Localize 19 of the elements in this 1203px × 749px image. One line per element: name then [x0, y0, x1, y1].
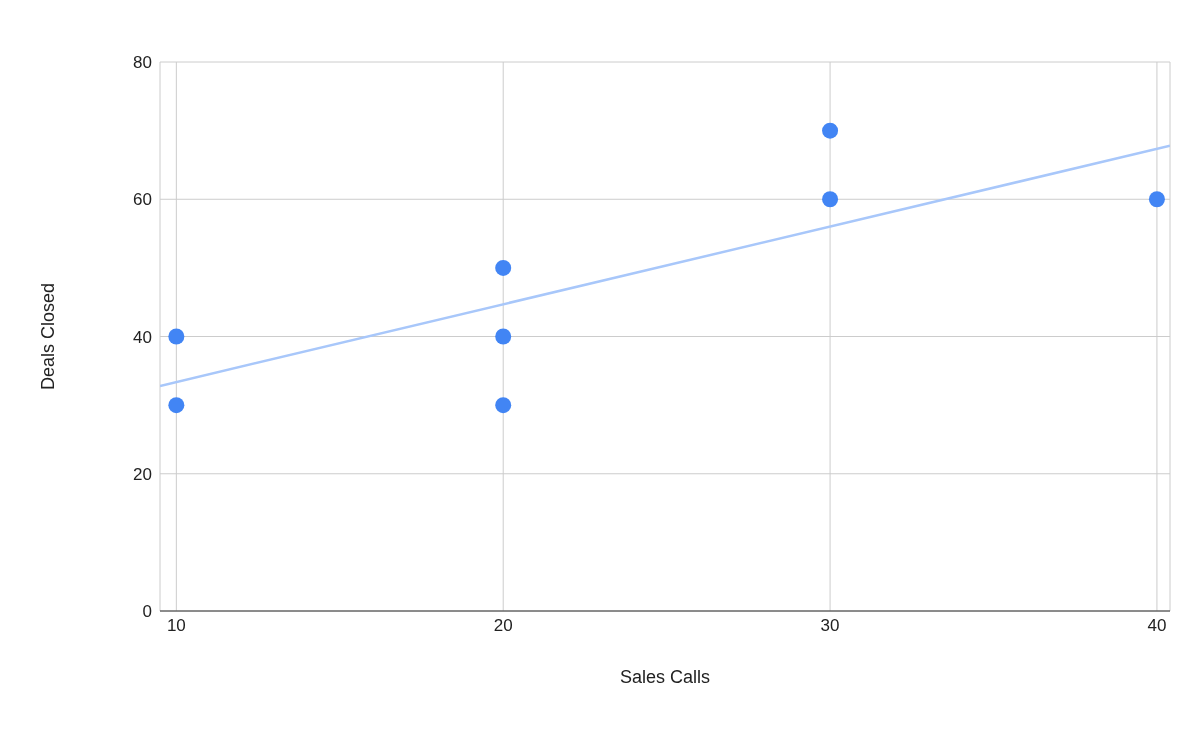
- y-tick-label: 60: [133, 190, 152, 210]
- x-axis-title: Sales Calls: [619, 667, 711, 687]
- point: [168, 397, 185, 414]
- point: [822, 191, 839, 208]
- x-tick-label: 40: [1147, 616, 1167, 636]
- point: [495, 397, 512, 414]
- point: [1148, 191, 1165, 208]
- x-tick-label: 20: [493, 616, 513, 636]
- y-tick-label: 0: [142, 602, 152, 622]
- point: [495, 259, 512, 276]
- point: [822, 122, 839, 139]
- x-tick-label: 30: [820, 616, 840, 636]
- point: [168, 328, 185, 345]
- y-tick-label: 80: [133, 53, 152, 73]
- y-axis-title: Deals Closed: [38, 282, 59, 391]
- y-tick-label: 40: [133, 327, 152, 347]
- y-tick-label: 20: [133, 464, 152, 484]
- x-tick-label: 10: [166, 616, 186, 636]
- point: [495, 328, 512, 345]
